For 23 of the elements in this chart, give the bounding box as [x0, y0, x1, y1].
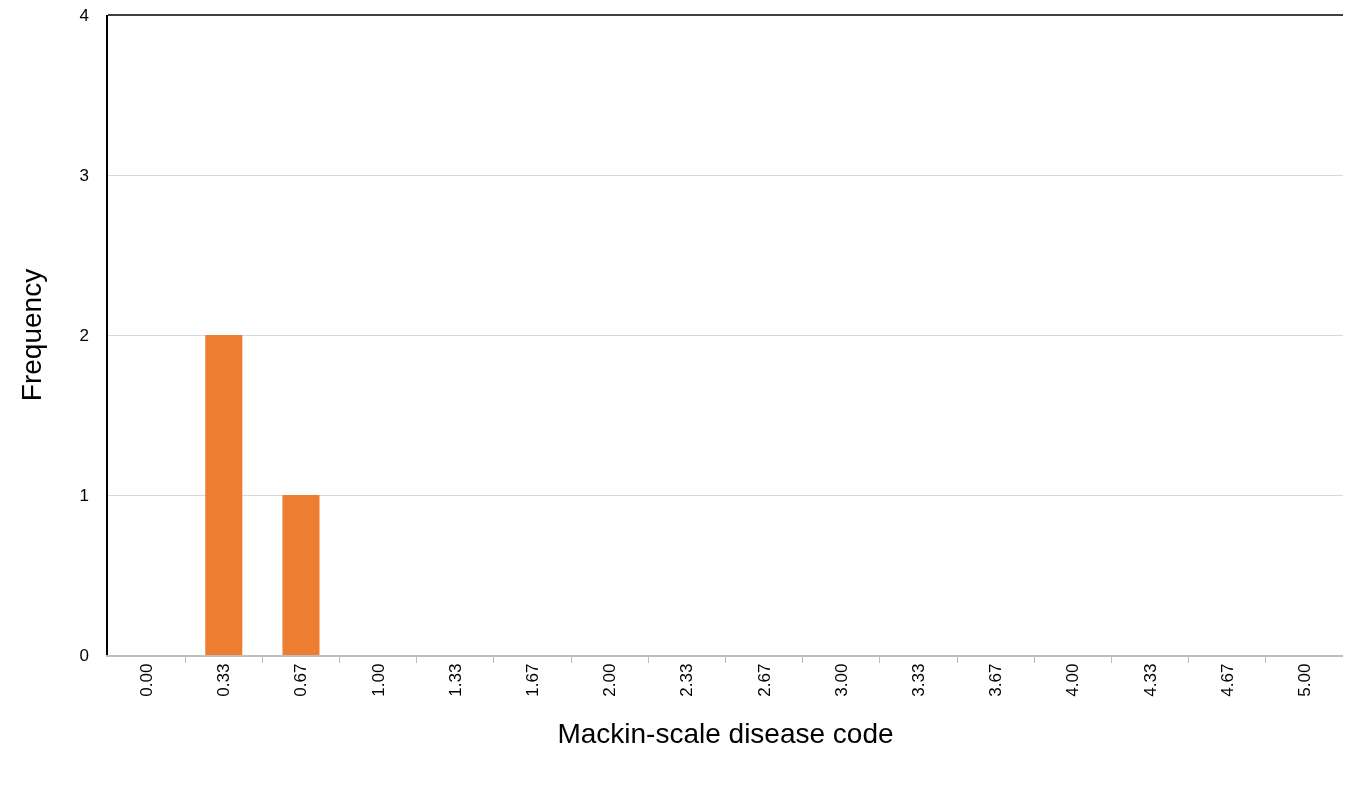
y-tick-label: 2 — [79, 325, 89, 345]
x-tick-label: 4.00 — [1063, 663, 1083, 697]
x-tick-label: 3.33 — [908, 663, 928, 697]
x-tick-label: 1.67 — [523, 663, 543, 697]
x-tick-label: 4.67 — [1217, 663, 1237, 697]
x-tick-label: 3.00 — [831, 663, 851, 697]
x-axis-title: Mackin-scale disease code — [557, 718, 894, 750]
x-tick-label: 0.67 — [291, 663, 311, 697]
x-tick-label: 5.00 — [1294, 663, 1314, 697]
x-tick-label: 3.67 — [986, 663, 1006, 697]
x-tick-label: 2.33 — [677, 663, 697, 697]
y-tick-label: 1 — [79, 485, 89, 505]
y-tick-label: 3 — [79, 165, 89, 185]
y-tick-label: 4 — [79, 5, 89, 25]
x-tick-label: 4.33 — [1140, 663, 1160, 697]
x-tick-label: 1.00 — [368, 663, 388, 697]
x-tick-label: 0.33 — [214, 663, 234, 697]
x-tick-label: 2.00 — [600, 663, 620, 697]
y-tick-label: 0 — [79, 645, 89, 665]
x-tick-label: 0.00 — [137, 663, 157, 697]
x-tick-label: 2.67 — [754, 663, 774, 697]
x-tick-label: 1.33 — [445, 663, 465, 697]
y-axis-title: Frequency — [15, 268, 47, 402]
